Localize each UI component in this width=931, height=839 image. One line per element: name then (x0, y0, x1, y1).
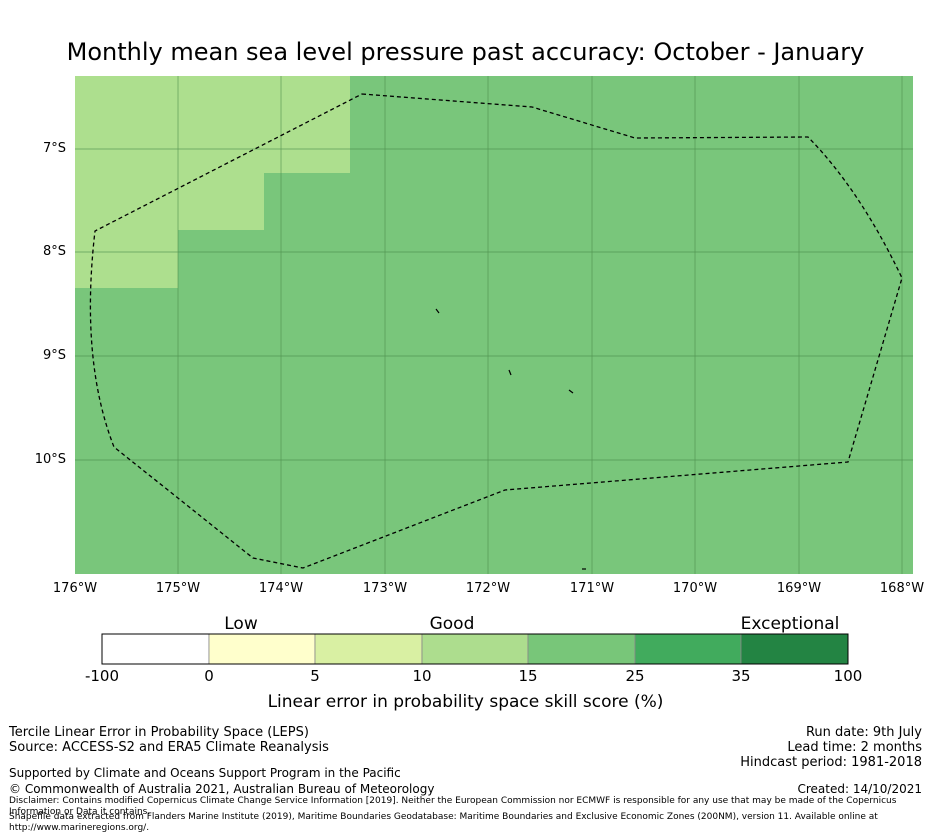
colorbar-tick: 0 (204, 667, 214, 685)
skill-field (75, 76, 913, 574)
lead-time: Lead time: 2 months (787, 740, 922, 755)
colorbar-category-low: Low (224, 614, 258, 634)
run-date: Run date: 9th July (805, 725, 922, 740)
x-tick-label: 171°W (569, 581, 615, 596)
colorbar-tick: 35 (731, 667, 751, 685)
skill-map (75, 76, 913, 574)
y-tick-label: 8°S (42, 244, 66, 259)
colorbar-tick: 25 (625, 667, 645, 685)
colorbar-tick: 5 (310, 667, 320, 685)
colorbar (101, 633, 849, 665)
x-tick-label: 174°W (258, 581, 304, 596)
islands (435, 308, 586, 570)
island (508, 369, 512, 376)
source-text: Source: ACCESS-S2 and ERA5 Climate Reana… (9, 740, 329, 755)
colorbar-tick: -100 (84, 667, 120, 685)
method-text: Tercile Linear Error in Probability Spac… (9, 725, 309, 740)
x-tick-label: 173°W (362, 581, 408, 596)
created-date: Created: 14/10/2021 (797, 782, 922, 796)
colorbar-segments (101, 633, 849, 665)
colorbar-tick: 15 (518, 667, 538, 685)
colorbar-segment (421, 633, 529, 665)
hindcast-period: Hindcast period: 1981-2018 (740, 755, 922, 770)
y-tick-label: 9°S (42, 348, 66, 363)
colorbar-label: Linear error in probability space skill … (267, 692, 664, 712)
x-tick-label: 169°W (776, 581, 822, 596)
colorbar-segment (101, 633, 210, 665)
colorbar-frame (101, 633, 849, 665)
colorbar-category-exceptional: Exceptional (740, 614, 840, 634)
y-tick-label: 10°S (34, 452, 66, 467)
island (568, 389, 574, 394)
colorbar-segment (740, 633, 849, 665)
x-tick-label: 168°W (879, 581, 925, 596)
x-tick-label: 175°W (155, 581, 201, 596)
island (435, 308, 440, 314)
shapefile-text: Shapefile data extracted from Flanders M… (9, 812, 878, 833)
disclaimer-text: Disclaimer: Contains modified Copernicus… (9, 796, 897, 817)
map-title: Monthly mean sea level pressure past acc… (66, 38, 865, 66)
support-text: Supported by Climate and Oceans Support … (9, 766, 401, 780)
colorbar-segment (634, 633, 742, 665)
colorbar-tick: 10 (412, 667, 432, 685)
x-tick-label: 170°W (672, 581, 718, 596)
eez-boundary (89, 93, 903, 569)
colorbar-segment (208, 633, 316, 665)
x-tick-label: 172°W (465, 581, 511, 596)
colorbar-tick: 100 (833, 667, 863, 685)
colorbar-segment (527, 633, 636, 665)
map-gridlines (75, 76, 913, 574)
x-tick-label: 176°W (52, 581, 98, 596)
colorbar-category-good: Good (429, 614, 475, 634)
y-tick-label: 7°S (42, 141, 66, 156)
colorbar-segment (314, 633, 423, 665)
copyright-text: © Commonwealth of Australia 2021, Austra… (9, 782, 435, 796)
